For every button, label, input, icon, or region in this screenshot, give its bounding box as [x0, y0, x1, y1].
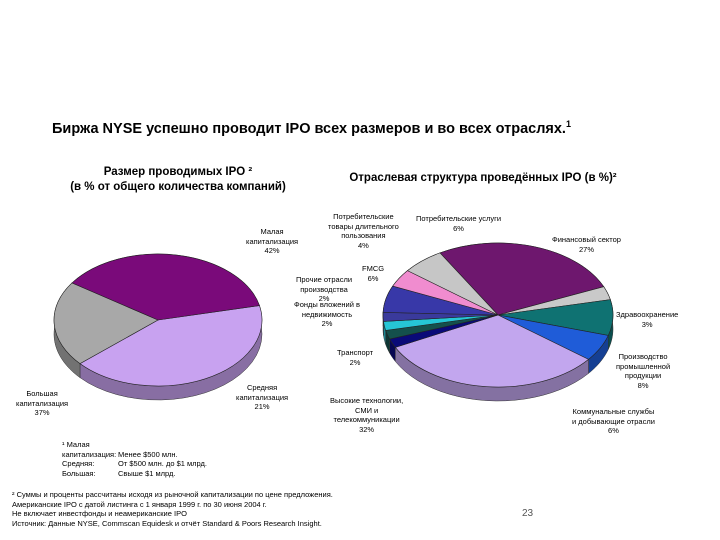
label-industrial: Производство промышленной продукции 8% — [616, 352, 671, 390]
page-number: 23 — [522, 508, 534, 519]
industry-pie-slice-0 — [439, 242, 605, 316]
footnotes: ² Суммы и проценты рассчитаны исходя из … — [12, 490, 333, 528]
size-pie-slice-0 — [79, 305, 263, 387]
label-utilities: Коммунальные службы и добывающие отрасли 6… — [572, 407, 655, 435]
cap-size-legend: ¹ Малая капитализация: Менее $500 млн. Ср… — [62, 440, 208, 478]
label-fmcg: FMCG 6% — [362, 264, 385, 283]
label-transport: Транспорт 2% — [337, 348, 374, 367]
industry-pie-slice-11 — [406, 252, 499, 316]
label-healthcare: Здравоохранение 3% — [616, 310, 679, 329]
label-reits: Фонды вложений в недвижимость 2% — [294, 300, 361, 328]
label-small-cap: Малая капитализация 42% — [246, 227, 299, 255]
label-durables: Потребительские товары длительного пользов… — [328, 212, 399, 250]
industry-pie-slice-4 — [394, 314, 590, 388]
label-finance: Финансовый сектор 27% — [552, 235, 621, 254]
size-pie-slice-1 — [53, 282, 159, 365]
label-other-manufacturing: Прочие отрасли производства 2% — [296, 275, 353, 303]
slide-headline: Биржа NYSE успешно проводит IPO всех раз… — [52, 119, 571, 137]
label-tech: Высокие технологии, СМИ и телекоммуникации… — [330, 396, 404, 434]
label-large-cap: Большая капитализация 37% — [16, 389, 69, 417]
label-medium-cap: Средняя капитализация 21% — [236, 383, 289, 411]
size-pie-slice-2 — [71, 253, 260, 321]
left-chart-title: Размер проводимых IPO ² (в % от общего к… — [70, 166, 286, 193]
label-services: Потребительские услуги 6% — [416, 214, 502, 233]
right-chart-title: Отраслевая структура проведённых IPO (в … — [349, 172, 617, 184]
